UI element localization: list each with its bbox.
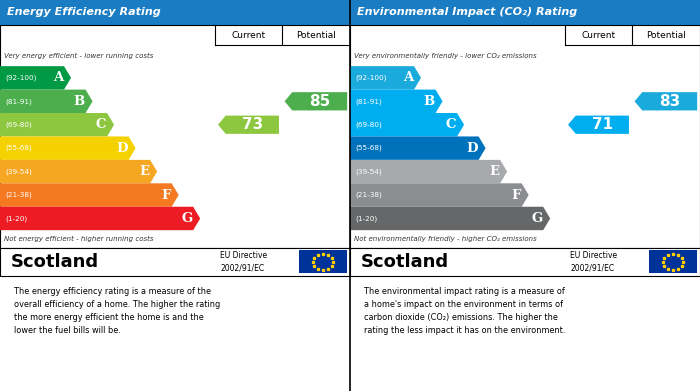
Text: Potential: Potential — [296, 30, 336, 39]
Polygon shape — [0, 183, 178, 207]
Text: Scotland: Scotland — [360, 253, 449, 271]
Text: 85: 85 — [309, 94, 330, 109]
Text: B: B — [424, 95, 435, 108]
Text: B: B — [74, 95, 85, 108]
Text: (1-20): (1-20) — [6, 215, 27, 222]
Text: The energy efficiency rating is a measure of the
overall efficiency of a home. T: The energy efficiency rating is a measur… — [14, 287, 220, 335]
Bar — [0, 25, 350, 248]
Text: (55-68): (55-68) — [6, 145, 32, 151]
Text: (81-91): (81-91) — [6, 98, 32, 104]
Text: 83: 83 — [659, 94, 680, 109]
Bar — [350, 248, 700, 276]
Bar — [350, 0, 700, 25]
Text: F: F — [512, 188, 521, 201]
Text: Very energy efficient - lower running costs: Very energy efficient - lower running co… — [4, 53, 153, 59]
Text: C: C — [446, 118, 456, 131]
Bar — [0, 0, 350, 25]
Text: (81-91): (81-91) — [355, 98, 382, 104]
Text: (69-80): (69-80) — [6, 122, 32, 128]
Text: The environmental impact rating is a measure of
a home's impact on the environme: The environmental impact rating is a mea… — [364, 287, 566, 335]
Text: F: F — [162, 188, 171, 201]
Text: 71: 71 — [592, 117, 613, 132]
Text: E: E — [489, 165, 499, 178]
Text: Not energy efficient - higher running costs: Not energy efficient - higher running co… — [4, 236, 153, 242]
Text: (55-68): (55-68) — [355, 145, 382, 151]
Text: (39-54): (39-54) — [355, 169, 382, 175]
Bar — [350, 25, 700, 248]
Polygon shape — [0, 90, 92, 113]
Polygon shape — [350, 207, 550, 230]
Bar — [0, 248, 350, 276]
Text: (69-80): (69-80) — [355, 122, 382, 128]
Text: Current: Current — [582, 30, 615, 39]
Polygon shape — [0, 207, 200, 230]
Text: Potential: Potential — [646, 30, 686, 39]
Bar — [650, 250, 696, 273]
Polygon shape — [0, 113, 114, 136]
Text: 73: 73 — [241, 117, 263, 132]
Text: EU Directive
2002/91/EC: EU Directive 2002/91/EC — [220, 251, 267, 272]
Text: Not environmentally friendly - higher CO₂ emissions: Not environmentally friendly - higher CO… — [354, 236, 536, 242]
Text: Very environmentally friendly - lower CO₂ emissions: Very environmentally friendly - lower CO… — [354, 53, 536, 59]
Text: Environmental Impact (CO₂) Rating: Environmental Impact (CO₂) Rating — [357, 7, 578, 18]
Text: (39-54): (39-54) — [6, 169, 32, 175]
Polygon shape — [350, 90, 442, 113]
Polygon shape — [0, 136, 136, 160]
Polygon shape — [350, 113, 464, 136]
Polygon shape — [284, 92, 347, 110]
Polygon shape — [350, 183, 528, 207]
Polygon shape — [0, 66, 71, 90]
Polygon shape — [568, 116, 629, 134]
Text: (21-38): (21-38) — [6, 192, 32, 198]
Text: EU Directive
2002/91/EC: EU Directive 2002/91/EC — [570, 251, 617, 272]
Polygon shape — [218, 116, 279, 134]
Text: (92-100): (92-100) — [355, 75, 386, 81]
Text: Energy Efficiency Rating: Energy Efficiency Rating — [7, 7, 161, 18]
Text: D: D — [116, 142, 128, 155]
Text: (1-20): (1-20) — [355, 215, 377, 222]
Polygon shape — [350, 160, 507, 183]
Text: C: C — [96, 118, 106, 131]
Bar — [300, 250, 346, 273]
Text: A: A — [53, 72, 63, 84]
Text: G: G — [181, 212, 193, 225]
Text: D: D — [466, 142, 478, 155]
Text: G: G — [531, 212, 542, 225]
Text: Scotland: Scotland — [10, 253, 99, 271]
Polygon shape — [634, 92, 697, 110]
Polygon shape — [350, 66, 421, 90]
Text: E: E — [139, 165, 149, 178]
Text: Current: Current — [232, 30, 265, 39]
Text: (21-38): (21-38) — [355, 192, 382, 198]
Text: A: A — [403, 72, 413, 84]
Polygon shape — [350, 136, 486, 160]
Polygon shape — [0, 160, 157, 183]
Text: (92-100): (92-100) — [6, 75, 36, 81]
